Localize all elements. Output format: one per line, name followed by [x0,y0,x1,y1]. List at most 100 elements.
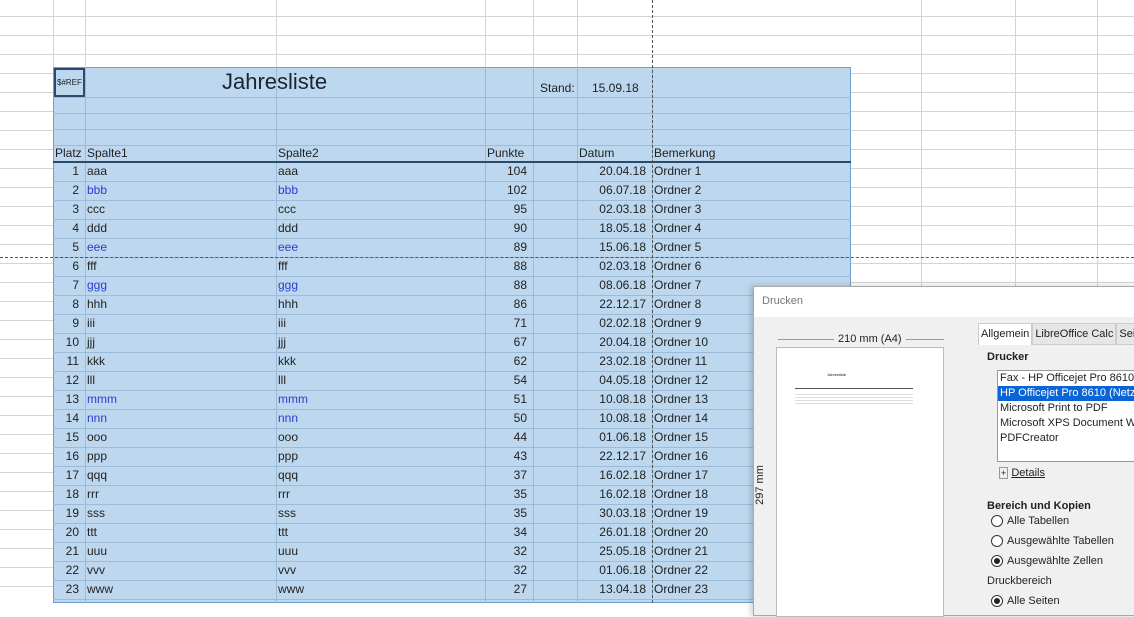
table-cell[interactable]: ggg [278,278,299,292]
table-cell[interactable]: Ordner 21 [654,544,709,558]
table-cell[interactable]: 43 [513,449,527,463]
table-cell[interactable]: ttt [278,525,289,539]
table-cell[interactable]: 12 [65,373,79,387]
table-cell[interactable]: ppp [278,449,299,463]
table-cell[interactable]: 7 [72,278,79,292]
table-cell[interactable]: Ordner 22 [654,563,709,577]
table-cell[interactable]: 35 [513,487,527,501]
table-cell[interactable]: Ordner 7 [654,278,702,292]
radio-ausgewaehlte-tabellen[interactable]: Ausgewählte Tabellen [991,535,1114,547]
table-cell[interactable]: 16.02.18 [599,468,646,482]
table-cell[interactable]: 51 [513,392,527,406]
table-cell[interactable]: Ordner 15 [654,430,709,444]
table-cell[interactable]: 71 [513,316,527,330]
table-cell[interactable]: 06.07.18 [599,183,646,197]
table-cell[interactable]: 86 [513,297,527,311]
table-cell[interactable]: Ordner 5 [654,240,702,254]
table-cell[interactable]: 10.08.18 [599,392,646,406]
table-cell[interactable]: kkk [87,354,105,368]
table-cell[interactable]: 3 [72,202,79,216]
table-cell[interactable]: 6 [72,259,79,273]
table-cell[interactable]: 30.03.18 [599,506,646,520]
table-cell[interactable]: 32 [513,563,527,577]
printer-item[interactable]: PDFCreator [1000,432,1059,444]
table-cell[interactable]: Ordner 1 [654,164,702,178]
table-cell[interactable]: Ordner 12 [654,373,709,387]
table-cell[interactable]: 01.06.18 [599,563,646,577]
table-cell[interactable]: Ordner 8 [654,297,702,311]
table-cell[interactable]: 02.03.18 [599,259,646,273]
radio-alle-tabellen[interactable]: Alle Tabellen [991,515,1069,527]
table-cell[interactable]: bbb [278,183,299,197]
table-cell[interactable]: Ordner 2 [654,183,702,197]
table-cell[interactable]: 88 [513,259,527,273]
table-cell[interactable]: 2 [72,183,79,197]
table-cell[interactable]: 44 [513,430,527,444]
table-cell[interactable]: aaa [87,164,108,178]
table-cell[interactable]: rrr [87,487,99,501]
table-cell[interactable]: 18.05.18 [599,221,646,235]
table-cell[interactable]: ccc [278,202,296,216]
table-cell[interactable]: 1 [72,164,79,178]
table-cell[interactable]: Ordner 10 [654,335,709,349]
table-cell[interactable]: 22 [65,563,79,577]
table-cell[interactable]: 8 [72,297,79,311]
table-cell[interactable]: 104 [506,164,527,178]
table-cell[interactable]: 95 [513,202,527,216]
table-cell[interactable]: aaa [278,164,299,178]
selected-range[interactable] [53,67,851,603]
table-cell[interactable]: qqq [87,468,108,482]
table-cell[interactable]: Ordner 6 [654,259,702,273]
tab-allgemein[interactable]: Allgemein [978,323,1033,345]
table-cell[interactable]: 15 [65,430,79,444]
table-cell[interactable]: 26.01.18 [599,525,646,539]
table-cell[interactable]: 04.05.18 [599,373,646,387]
table-cell[interactable]: fff [87,259,97,273]
table-cell[interactable]: 16 [65,449,79,463]
table-cell[interactable]: 11 [66,354,79,368]
table-cell[interactable]: 21 [65,544,79,558]
table-cell[interactable]: 23.02.18 [599,354,646,368]
table-cell[interactable]: hhh [278,297,299,311]
table-cell[interactable]: 10 [65,335,79,349]
printer-item[interactable]: Fax - HP Officejet Pro 8610 (N [1000,372,1134,384]
table-cell[interactable]: 50 [513,411,527,425]
table-cell[interactable]: 54 [513,373,527,387]
table-cell[interactable]: rrr [278,487,290,501]
table-cell[interactable]: ddd [87,221,108,235]
table-cell[interactable]: ttt [87,525,98,539]
printer-item[interactable]: Microsoft Print to PDF [1000,402,1108,414]
table-cell[interactable]: jjj [87,335,95,349]
printer-item-selected[interactable]: HP Officejet Pro 8610 (Netzw [998,386,1134,401]
table-cell[interactable]: iii [87,316,95,330]
printer-item[interactable]: Microsoft XPS Document Wr [1000,417,1134,429]
printer-list[interactable]: Fax - HP Officejet Pro 8610 (N HP Office… [997,370,1134,462]
table-cell[interactable]: Ordner 9 [654,316,702,330]
table-cell[interactable]: nnn [87,411,108,425]
table-cell[interactable]: 35 [513,506,527,520]
table-cell[interactable]: 15.06.18 [599,240,646,254]
table-cell[interactable]: 18 [65,487,79,501]
table-cell[interactable]: Ordner 19 [654,506,709,520]
table-cell[interactable]: 02.02.18 [599,316,646,330]
table-cell[interactable]: 90 [513,221,527,235]
table-cell[interactable]: Ordner 14 [654,411,709,425]
table-cell[interactable]: 67 [513,335,527,349]
table-cell[interactable]: 20.04.18 [599,164,646,178]
table-cell[interactable]: Ordner 13 [654,392,709,406]
table-cell[interactable]: Ordner 11 [654,354,708,368]
table-cell[interactable]: 13 [65,392,79,406]
tab-seite[interactable]: Seite [1116,323,1134,345]
table-cell[interactable]: vvv [87,563,105,577]
table-cell[interactable]: 19 [65,506,79,520]
table-cell[interactable]: 01.06.18 [599,430,646,444]
table-cell[interactable]: 88 [513,278,527,292]
table-cell[interactable]: ggg [87,278,108,292]
table-cell[interactable]: vvv [278,563,296,577]
table-cell[interactable]: ccc [87,202,105,216]
table-cell[interactable]: lll [278,373,286,387]
table-cell[interactable]: ddd [278,221,299,235]
cell-ref-error[interactable]: $#REF [54,68,85,97]
table-cell[interactable]: ooo [87,430,108,444]
table-cell[interactable]: 9 [72,316,79,330]
